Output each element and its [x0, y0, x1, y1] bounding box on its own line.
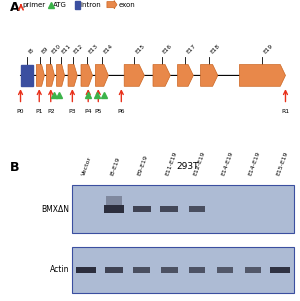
FancyArrow shape: [153, 64, 170, 86]
Text: P6: P6: [118, 110, 125, 114]
Text: primer: primer: [22, 2, 45, 8]
Bar: [160, 206, 178, 212]
Text: BMXΔN: BMXΔN: [41, 205, 70, 213]
Bar: [133, 206, 151, 212]
Bar: [189, 267, 206, 273]
Bar: [72, 185, 294, 233]
Bar: [244, 267, 261, 273]
Text: Vector: Vector: [82, 156, 93, 176]
Text: E15: E15: [135, 44, 146, 55]
Text: E9-E19: E9-E19: [137, 154, 149, 176]
Text: I8-E19: I8-E19: [109, 156, 121, 176]
Text: B: B: [10, 161, 19, 174]
Text: I8: I8: [27, 48, 35, 55]
Text: P2: P2: [47, 110, 55, 114]
Text: E15-E19: E15-E19: [276, 151, 289, 176]
Text: E12: E12: [73, 44, 84, 55]
Bar: [104, 205, 124, 213]
Text: exon: exon: [119, 2, 136, 8]
Text: 293T: 293T: [176, 162, 199, 171]
Bar: [161, 267, 178, 273]
Text: intron: intron: [80, 2, 101, 8]
Bar: [217, 267, 233, 273]
FancyArrow shape: [178, 64, 193, 86]
Bar: [72, 247, 294, 293]
Text: P5: P5: [94, 110, 102, 114]
Bar: [76, 267, 96, 273]
Bar: [75, 1, 80, 9]
FancyArrow shape: [124, 64, 144, 86]
Bar: [106, 196, 122, 205]
FancyArrow shape: [81, 64, 92, 86]
Text: P3: P3: [68, 110, 76, 114]
Text: E14-E19: E14-E19: [220, 150, 234, 176]
Text: E18: E18: [209, 44, 221, 55]
Text: E16: E16: [162, 44, 173, 55]
Text: E12-E19: E12-E19: [192, 150, 206, 176]
Text: E14-E19: E14-E19: [248, 150, 261, 176]
Bar: [133, 267, 150, 273]
Text: P0: P0: [17, 110, 24, 114]
Text: A: A: [10, 2, 19, 14]
FancyArrow shape: [36, 64, 44, 86]
Bar: [270, 267, 290, 273]
FancyArrow shape: [200, 64, 218, 86]
FancyArrow shape: [68, 64, 77, 86]
FancyArrow shape: [95, 64, 108, 86]
Text: E11-E19: E11-E19: [165, 151, 178, 176]
Text: E19: E19: [263, 44, 274, 55]
Text: R1: R1: [281, 110, 290, 114]
Text: E10: E10: [51, 44, 62, 55]
Text: Actin: Actin: [50, 265, 70, 275]
FancyArrow shape: [56, 64, 64, 86]
FancyArrow shape: [107, 1, 117, 9]
Bar: [105, 267, 122, 273]
Text: ATG: ATG: [52, 2, 67, 8]
Text: E14: E14: [102, 44, 114, 55]
Text: P4: P4: [84, 110, 92, 114]
FancyArrow shape: [46, 64, 55, 86]
FancyArrow shape: [239, 64, 286, 86]
Text: E11: E11: [61, 44, 72, 55]
Bar: [189, 206, 206, 212]
Bar: [20, 64, 34, 86]
Text: E9: E9: [41, 46, 50, 55]
Text: E13: E13: [87, 44, 98, 55]
Text: P1: P1: [35, 110, 43, 114]
Text: E17: E17: [186, 44, 197, 55]
